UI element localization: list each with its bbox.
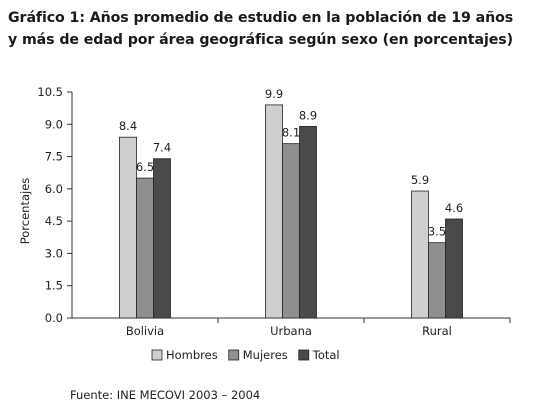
- legend-label-hombres: Hombres: [166, 348, 218, 362]
- y-tick-label: 1.5: [45, 279, 63, 293]
- data-label: 8.1: [282, 126, 300, 140]
- data-label: 5.9: [411, 173, 429, 187]
- y-tick-label: 10.5: [37, 85, 63, 99]
- x-tick-label: Urbana: [270, 324, 312, 338]
- data-label: 8.9: [299, 108, 317, 122]
- data-label: 4.6: [445, 201, 463, 215]
- y-tick-label: 4.5: [45, 214, 63, 228]
- y-tick-label: 6.0: [45, 182, 63, 196]
- bar-hombres-urbana: [265, 104, 283, 319]
- legend-swatch-total: [298, 349, 310, 361]
- legend-label-total: Total: [312, 348, 340, 362]
- y-tick-label: 0.0: [45, 311, 63, 325]
- chart-title-line-1: Gráfico 1: Años promedio de estudio en l…: [8, 10, 514, 26]
- bar-mujeres-urbana: [282, 143, 300, 319]
- legend-label-mujeres: Mujeres: [243, 348, 288, 362]
- legend-swatch-hombres: [151, 349, 163, 361]
- bar-hombres-rural: [411, 190, 429, 319]
- bar-total-bolivia: [153, 158, 171, 319]
- bar-total-rural: [445, 218, 463, 319]
- bar-total-urbana: [299, 126, 317, 319]
- chart-title: Gráfico 1: Años promedio de estudio en l…: [8, 7, 553, 51]
- data-label: 8.4: [119, 119, 137, 133]
- bar-hombres-bolivia: [119, 136, 137, 319]
- bar-mujeres-bolivia: [136, 177, 154, 319]
- y-tick-label: 3.0: [45, 246, 63, 260]
- x-tick-label: Rural: [422, 324, 452, 338]
- data-label: 7.4: [153, 141, 171, 155]
- y-tick-label: 7.5: [45, 150, 63, 164]
- source-note: Fuente: INE MECOVI 2003 – 2004: [70, 388, 261, 402]
- chart-title-line-2: y más de edad por área geográfica según …: [8, 32, 513, 48]
- data-label: 3.5: [428, 225, 446, 239]
- data-label: 6.5: [136, 160, 154, 174]
- legend-swatch-mujeres: [228, 349, 240, 361]
- y-axis-title: Porcentajes: [18, 178, 32, 245]
- bar-mujeres-rural: [428, 242, 446, 319]
- data-label: 9.9: [265, 87, 283, 101]
- x-tick-label: Bolivia: [126, 324, 164, 338]
- y-tick-label: 9.0: [45, 117, 63, 131]
